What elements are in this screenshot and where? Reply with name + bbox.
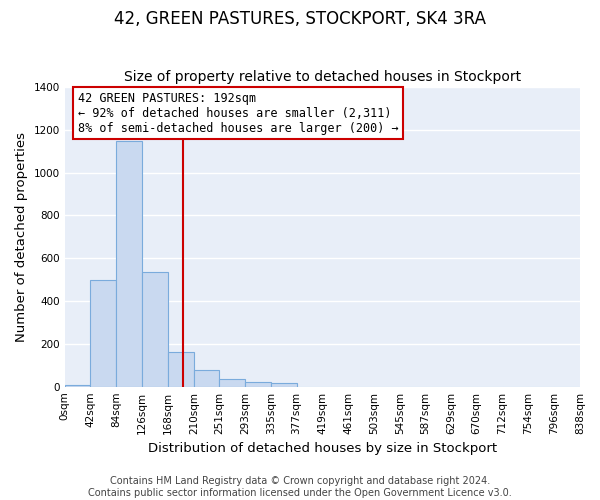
Bar	[116, 140, 142, 386]
Bar	[194, 370, 219, 386]
Text: Contains HM Land Registry data © Crown copyright and database right 2024.
Contai: Contains HM Land Registry data © Crown c…	[88, 476, 512, 498]
Bar	[271, 384, 296, 386]
Y-axis label: Number of detached properties: Number of detached properties	[15, 132, 28, 342]
Bar	[245, 382, 271, 386]
Bar	[142, 272, 168, 386]
Bar	[91, 280, 116, 386]
Bar	[65, 384, 91, 386]
Bar	[219, 379, 245, 386]
Title: Size of property relative to detached houses in Stockport: Size of property relative to detached ho…	[124, 70, 521, 85]
Text: 42 GREEN PASTURES: 192sqm
← 92% of detached houses are smaller (2,311)
8% of sem: 42 GREEN PASTURES: 192sqm ← 92% of detac…	[77, 92, 398, 134]
Bar	[168, 352, 194, 386]
X-axis label: Distribution of detached houses by size in Stockport: Distribution of detached houses by size …	[148, 442, 497, 455]
Text: 42, GREEN PASTURES, STOCKPORT, SK4 3RA: 42, GREEN PASTURES, STOCKPORT, SK4 3RA	[114, 10, 486, 28]
